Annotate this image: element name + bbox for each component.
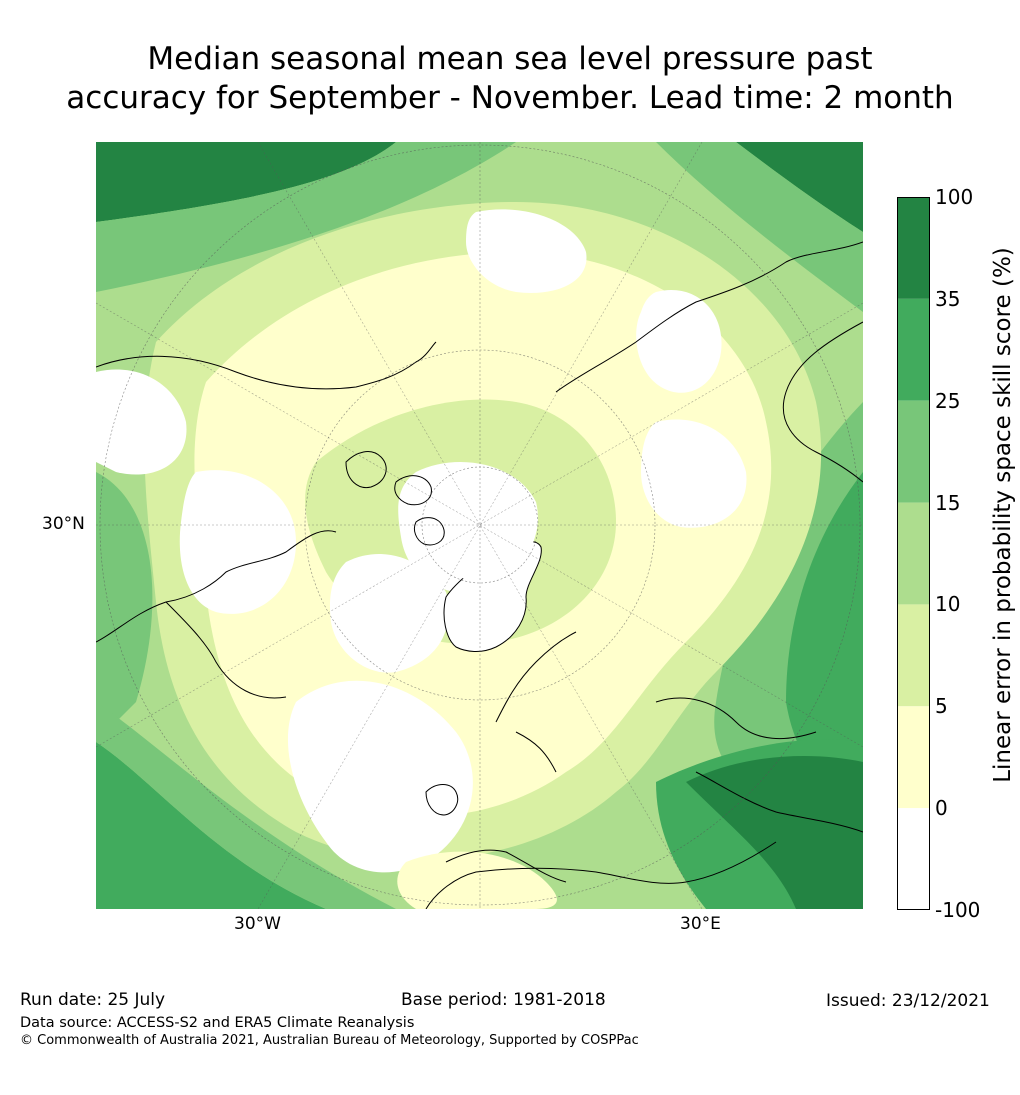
- colorbar-bin: [897, 502, 930, 605]
- region-nw-green: [96, 142, 516, 292]
- colorbar-tick-label: 35: [935, 286, 961, 311]
- region-white-atlantic: [287, 680, 473, 873]
- region-white-mid-lat: [179, 470, 296, 614]
- lon-label-30w: 30°W: [234, 914, 281, 934]
- colorbar-bin: [897, 400, 930, 503]
- colorbar-tick-label: 0: [935, 796, 948, 821]
- title-line-2: accuracy for September - November. Lead …: [66, 80, 954, 116]
- data-source: Data source: ACCESS-S2 and ERA5 Climate …: [20, 1015, 415, 1031]
- copyright: © Commonwealth of Australia 2021, Austra…: [20, 1033, 639, 1048]
- region-white-west: [96, 369, 187, 475]
- region-east-mid: [786, 472, 863, 802]
- base-period: Base period: 1981-2018: [401, 990, 606, 1010]
- colorbar-tick-label: 100: [935, 185, 974, 209]
- colorbar-bin: [897, 706, 930, 809]
- region-white-greenland: [329, 553, 449, 673]
- arctic-islands-coast: [345, 451, 445, 546]
- colorbar-bin: [897, 298, 930, 401]
- colorbar-tick-label: 25: [935, 388, 961, 413]
- region-white-east: [636, 290, 722, 393]
- chart-title: Median seasonal mean sea level pressure …: [0, 40, 1020, 118]
- colorbar: [897, 197, 930, 910]
- region-west-green: [96, 472, 153, 742]
- colorbar-tick-label: 5: [935, 694, 948, 719]
- region-white-north: [466, 209, 587, 293]
- colorbar-tick-label: -100: [935, 898, 981, 922]
- region-white-siberia: [641, 419, 747, 528]
- region-ne-green: [656, 142, 863, 312]
- colorbar-bin: [897, 604, 930, 707]
- region-se-darkest: [686, 756, 863, 909]
- lat-label-30n: 30°N: [42, 514, 85, 534]
- title-line-1: Median seasonal mean sea level pressure …: [147, 41, 873, 77]
- africa-coast: [425, 841, 777, 909]
- issued-date: Issued: 23/12/2021: [826, 991, 990, 1011]
- colorbar-tick-label: 10: [935, 592, 961, 617]
- north-america-coast: [96, 341, 437, 699]
- polar-map: [96, 142, 863, 909]
- region-nw-dark: [96, 142, 396, 222]
- europe-coast: [425, 631, 577, 883]
- region-ne-dark: [736, 142, 863, 232]
- colorbar-title: Linear error in probability space skill …: [990, 247, 1016, 783]
- lon-label-30e: 30°E: [680, 914, 721, 934]
- run-date: Run date: 25 July: [20, 990, 166, 1010]
- asia-coast: [555, 241, 863, 833]
- colorbar-bin: [897, 808, 930, 910]
- colorbar-frame: [897, 197, 930, 910]
- region-sw-green: [96, 742, 326, 909]
- colorbar-tick-label: 15: [935, 490, 961, 515]
- colorbar-bin: [897, 197, 930, 299]
